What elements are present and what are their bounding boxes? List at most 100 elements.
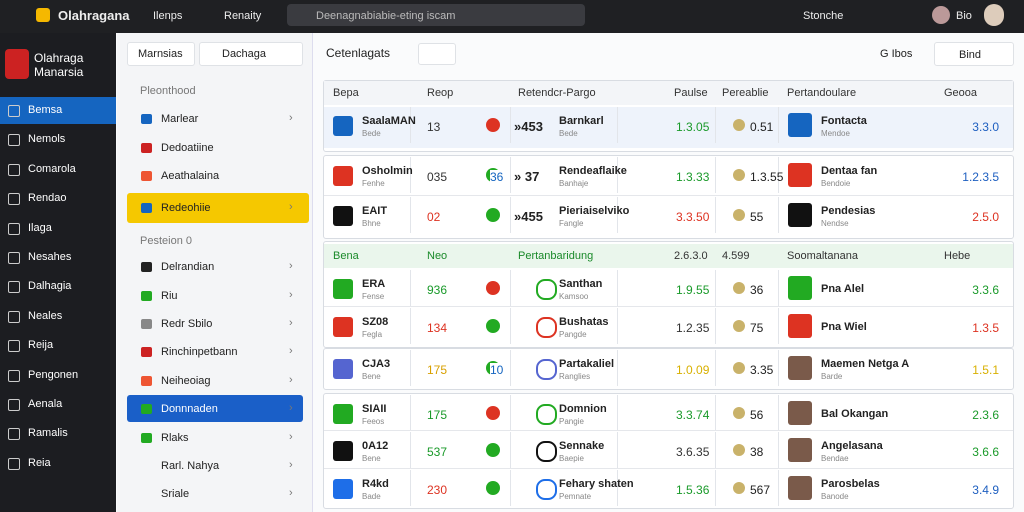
chevron: › bbox=[289, 289, 293, 301]
avatar[interactable] bbox=[984, 4, 1004, 26]
status-icon bbox=[486, 406, 500, 420]
column-divider bbox=[510, 470, 511, 506]
user-link[interactable]: Stonche bbox=[803, 10, 844, 22]
rating: 3.3.6 bbox=[972, 283, 999, 297]
nav-item[interactable]: Aenala bbox=[28, 398, 63, 410]
row-code: Osholmin bbox=[362, 165, 413, 177]
status-icon bbox=[486, 481, 500, 495]
column-divider bbox=[510, 395, 511, 431]
filter-item[interactable]: Aeathalaina bbox=[161, 170, 220, 182]
filter-item[interactable]: Rlaks bbox=[161, 432, 189, 444]
team-icon bbox=[333, 359, 353, 379]
filter-panel: Marnsias Dachaga Pleonthood Marlear › Dedoa… bbox=[117, 33, 313, 512]
row-code: EAIT bbox=[362, 205, 388, 217]
button-label: Marnsias bbox=[138, 48, 183, 60]
filter-item[interactable]: Redr Sbilo bbox=[161, 318, 213, 330]
button[interactable]: Marnsias bbox=[127, 42, 195, 66]
dropdown-label: Dachaga bbox=[222, 48, 267, 60]
ball-icon bbox=[733, 209, 745, 221]
filter-item[interactable]: Delrandian bbox=[161, 261, 215, 273]
team-logo bbox=[536, 279, 557, 300]
nav-link[interactable]: Ilenps bbox=[153, 10, 183, 22]
item-icon bbox=[141, 291, 152, 301]
column-divider bbox=[715, 395, 716, 431]
filter-item[interactable]: Rinchinpetbann bbox=[161, 346, 238, 358]
bind-label: Bind bbox=[959, 49, 982, 61]
filter-item[interactable]: Marlear bbox=[161, 113, 199, 125]
account[interactable]: Bio bbox=[956, 10, 972, 22]
nav-item[interactable]: Pengonen bbox=[28, 368, 79, 381]
team-sub: Pangde bbox=[559, 330, 587, 339]
row-number: 230 bbox=[427, 483, 448, 497]
alt-score: 38 bbox=[750, 445, 764, 459]
nav-icon bbox=[8, 193, 20, 206]
row-number: 175 bbox=[427, 363, 448, 377]
item-icon bbox=[141, 376, 152, 386]
table-header-bg bbox=[324, 244, 1013, 268]
brand[interactable]: Olahragana bbox=[58, 8, 130, 23]
bind-select[interactable]: Bind bbox=[934, 42, 1014, 66]
column-header: Pereablie bbox=[722, 87, 769, 99]
nav-item[interactable]: Neales bbox=[28, 309, 63, 322]
column-divider bbox=[715, 157, 716, 193]
column-divider bbox=[617, 197, 618, 233]
nav-item[interactable]: Dalhagia bbox=[28, 280, 72, 293]
filter-item[interactable]: Dedoatiine bbox=[161, 142, 214, 154]
team-name: Fehary shaten bbox=[559, 478, 634, 490]
filter-item[interactable]: Rarl. Nahya bbox=[161, 460, 220, 472]
team-sub: Baepie bbox=[559, 454, 584, 463]
rating: 1.5.1 bbox=[972, 363, 999, 377]
dropdown[interactable]: Dachaga bbox=[199, 42, 303, 66]
player-sub: Nendse bbox=[821, 219, 849, 228]
filter-item[interactable]: Riu bbox=[161, 290, 178, 302]
status-icon bbox=[486, 443, 500, 457]
score: 3.3.50 bbox=[676, 210, 710, 224]
nav-item[interactable]: Nemols bbox=[28, 133, 66, 146]
nav-link[interactable]: Renaity bbox=[224, 10, 262, 22]
nav-item[interactable]: Bemsa bbox=[28, 104, 63, 116]
team-icon bbox=[333, 317, 353, 337]
filter-item[interactable]: Donnnaden bbox=[161, 403, 218, 415]
column-header: Pertanbaridung bbox=[518, 250, 594, 262]
title-dropdown[interactable] bbox=[418, 43, 456, 65]
row-code: ERA bbox=[362, 278, 386, 290]
sort-select[interactable]: G Ibos bbox=[880, 48, 913, 60]
team-icon bbox=[333, 116, 353, 136]
column-divider bbox=[617, 308, 618, 344]
column-divider bbox=[510, 107, 511, 143]
team-name: Barnkarl bbox=[559, 115, 604, 127]
nav-item[interactable]: Reia bbox=[28, 456, 51, 469]
search-box[interactable] bbox=[287, 4, 585, 26]
rating: 3.3.0 bbox=[972, 120, 999, 134]
sidebar: Olahraga Manarsia Bemsa Nemols Comarola Ren… bbox=[0, 33, 116, 512]
score: 1.9.55 bbox=[676, 283, 710, 297]
alt-score: 56 bbox=[750, 408, 764, 422]
filter-item[interactable]: Redeohiie bbox=[161, 202, 211, 214]
column-divider bbox=[410, 270, 411, 306]
nav-item[interactable]: Rendao bbox=[28, 192, 67, 205]
column-divider bbox=[510, 432, 511, 468]
filter-item[interactable]: Neiheoiag bbox=[161, 375, 211, 387]
nav-item[interactable]: Ramalis bbox=[28, 427, 68, 440]
team-icon bbox=[333, 279, 353, 299]
selected-bg bbox=[127, 193, 309, 223]
row-number: 035 bbox=[427, 170, 448, 184]
nav-item[interactable]: Comarola bbox=[28, 162, 76, 175]
filter-item[interactable]: Sriale bbox=[161, 488, 190, 500]
rating: 2.5.0 bbox=[972, 210, 999, 224]
nav-item[interactable]: Ilaga bbox=[28, 221, 52, 234]
column-divider bbox=[778, 157, 779, 193]
player-name: Parosbelas bbox=[821, 478, 880, 490]
brand-icon bbox=[36, 8, 50, 22]
team-sub: Kamsoo bbox=[559, 292, 589, 301]
column-divider bbox=[715, 197, 716, 233]
nav-item[interactable]: Reija bbox=[28, 339, 54, 352]
player-name: Maemen Netga A bbox=[821, 358, 910, 370]
team-icon bbox=[333, 166, 353, 186]
column-divider bbox=[778, 308, 779, 344]
column-divider bbox=[510, 308, 511, 344]
nav-item[interactable]: Nesahes bbox=[28, 251, 72, 263]
column-header: 2.6.3.0 bbox=[674, 250, 708, 262]
column-divider bbox=[410, 107, 411, 143]
